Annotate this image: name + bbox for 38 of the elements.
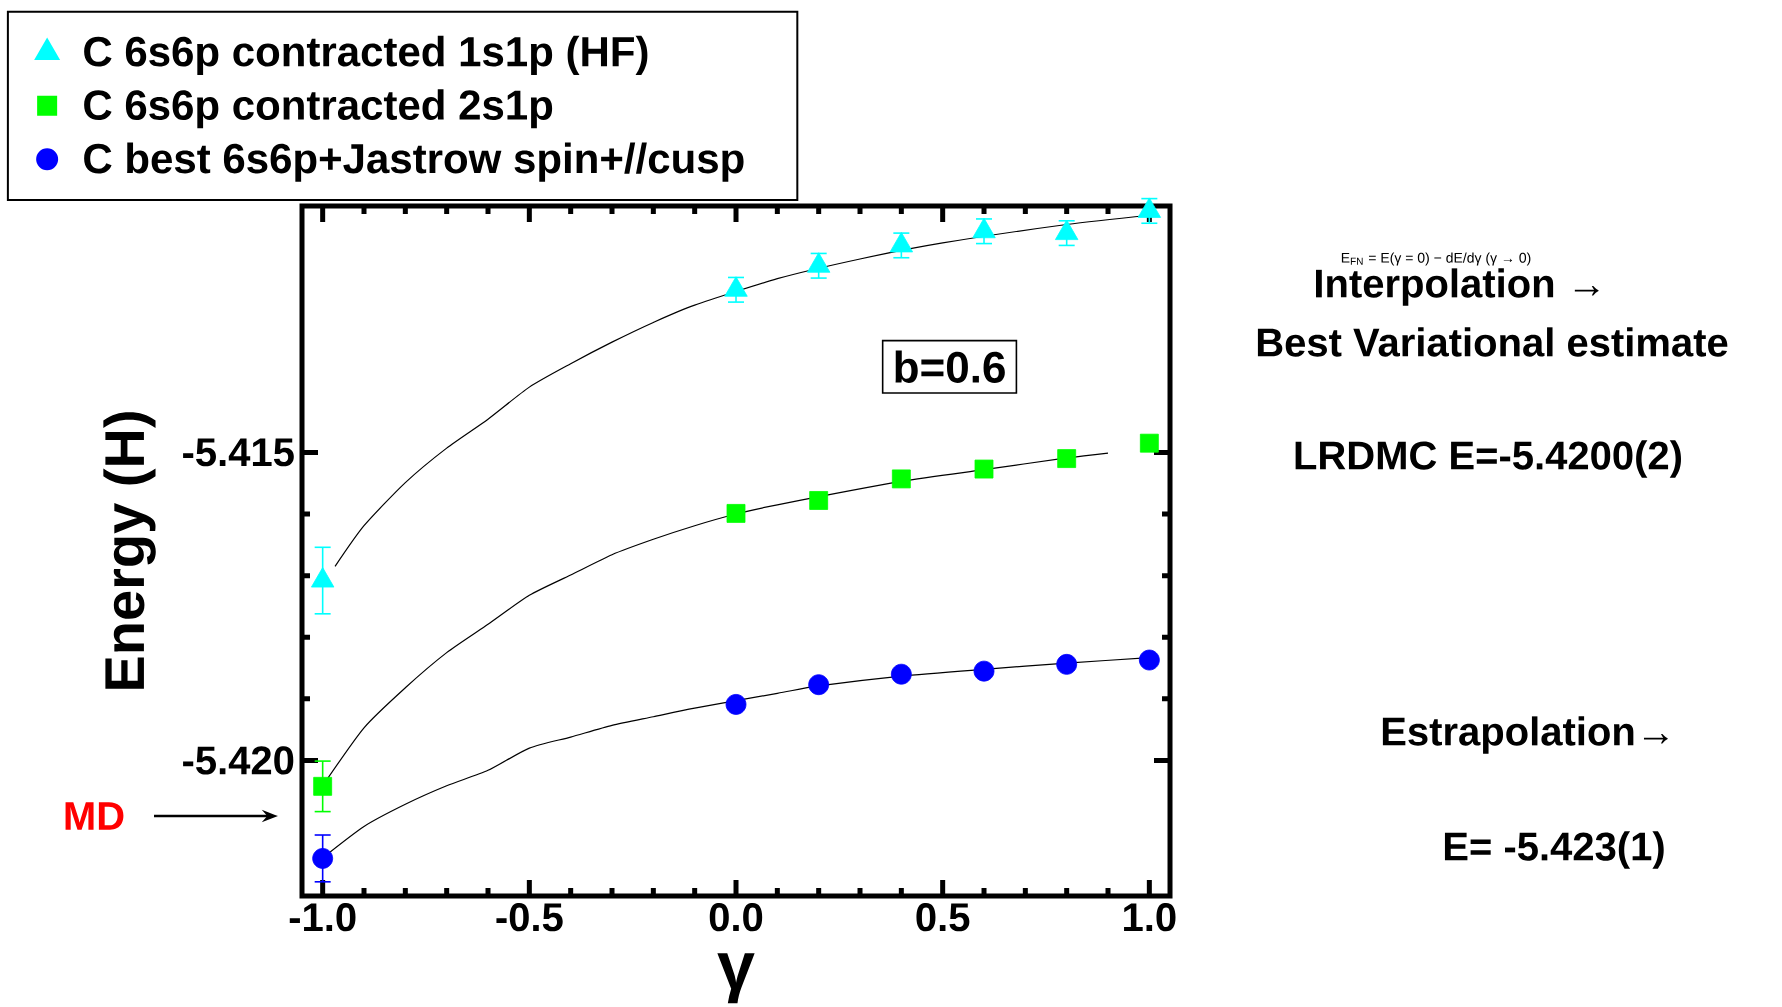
text: E$_{FN}$ = E(γ = 0) − dE/dγ (γ → 0) [1341,252,1531,266]
x-tick-label: 0.0 [709,903,763,932]
point [312,848,334,869]
point [1055,219,1079,241]
point [808,674,830,696]
text: Best Variational estimate [1257,327,1728,357]
legend-label: C 6s6p contracted 2s1p [84,89,553,129]
x-tick-label: 0.5 [916,903,970,932]
point [726,504,746,523]
point [1057,449,1077,468]
y-axis-title: Energy (H) [103,412,156,689]
y-tick-label: -5.415 [183,438,294,467]
text: E= -5.423(1) [1444,831,1664,869]
legend-label: C 6s6p contracted 1s1p (HF) [84,35,648,75]
text: MD [65,802,124,830]
point [891,469,911,489]
x-tick-label: -0.5 [496,903,563,932]
point [974,459,994,479]
point [313,776,333,796]
point [889,232,913,253]
point [1138,649,1160,671]
point [809,491,829,510]
point [724,276,748,297]
annotation: b=0.6 [895,350,1005,383]
text: LRDMC E=-5.4200(2) [1295,440,1681,478]
point [725,694,747,715]
x-tick-label: -1.0 [289,903,356,932]
x-tick-label: 1.0 [1124,903,1176,932]
point [890,663,912,685]
text: Interpolation → [1316,268,1599,306]
point [1056,653,1078,675]
text: Estrapolation→ [1382,716,1668,754]
point [972,217,996,239]
point [1139,433,1159,453]
point [973,660,995,682]
y-tick-label: -5.420 [183,746,294,775]
legend-label: C best 6s6p+Jastrow spin+//cusp [84,142,744,182]
x-axis-title: γ [717,953,755,1004]
